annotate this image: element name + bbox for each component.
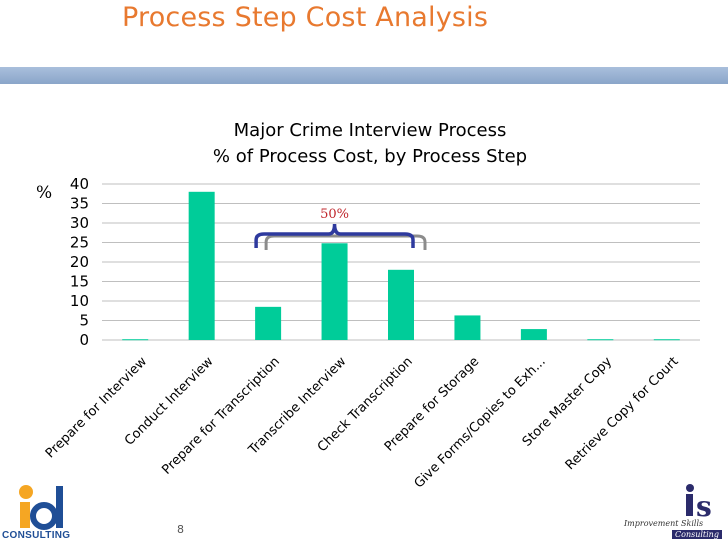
chart-subtitle: % of Process Cost, by Process Step <box>213 146 527 167</box>
page-number: 8 <box>177 523 184 536</box>
y-tick-label: 35 <box>70 195 89 213</box>
fifty-percent-bracket <box>254 223 427 250</box>
bar <box>388 269 414 340</box>
title-band <box>0 67 728 84</box>
bar <box>653 339 680 341</box>
slide-title: Process Step Cost Analysis <box>122 2 489 33</box>
bar <box>587 339 614 341</box>
x-tick-label: Retrieve Copy for Court <box>563 354 682 473</box>
bar <box>454 315 481 340</box>
icd-consulting-logo <box>19 485 63 530</box>
bracket-annotation-label: 50% <box>320 207 349 222</box>
y-tick-label: 5 <box>79 312 89 330</box>
y-tick-label: 25 <box>70 234 89 252</box>
bar <box>188 191 215 340</box>
y-tick-label: 40 <box>70 175 89 193</box>
bar-chart: Major Crime Interview Process % of Proce… <box>36 120 700 490</box>
logo-left-text: CONSULTING <box>2 530 71 541</box>
y-tick-label: 30 <box>70 214 89 232</box>
chart-title: Major Crime Interview Process <box>234 120 507 141</box>
svg-text:s: s <box>696 490 712 523</box>
y-tick-label: 10 <box>70 292 89 310</box>
x-tick-label: Give Forms/Copies to Exh... <box>412 354 549 490</box>
bar <box>520 329 547 340</box>
bar <box>122 339 149 341</box>
bracket <box>254 223 415 248</box>
y-axis-label: % <box>36 183 52 203</box>
y-tick-label: 15 <box>70 273 89 291</box>
bar <box>321 243 348 340</box>
bar <box>255 306 282 340</box>
improvement-skills-logo: s <box>686 484 712 523</box>
y-tick-label: 0 <box>79 331 89 349</box>
x-tick-label: Prepare for Transcription <box>159 354 283 478</box>
bars <box>122 191 680 341</box>
y-tick-label: 20 <box>70 253 89 271</box>
bracket-shadow <box>264 234 427 250</box>
logo-right-line1: Improvement Skills <box>624 519 704 528</box>
logo-right-line2: Consulting <box>672 530 722 539</box>
